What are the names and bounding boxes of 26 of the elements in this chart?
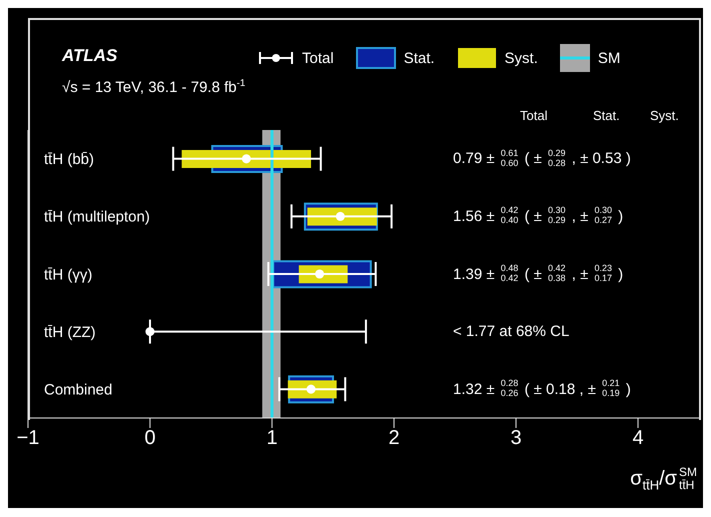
point bbox=[306, 384, 316, 394]
legend-label: SM bbox=[598, 50, 620, 66]
legend-label: Stat. bbox=[404, 50, 435, 66]
x-tick-label: 0 bbox=[144, 427, 156, 450]
legend-label: Syst. bbox=[504, 50, 538, 66]
x-tick-label: 3 bbox=[510, 427, 522, 450]
x-tick-label: 2 bbox=[388, 427, 400, 450]
text: Total bbox=[520, 108, 548, 123]
point bbox=[336, 212, 345, 221]
point bbox=[315, 269, 324, 279]
y-tick-label: tt̄H (ZZ) bbox=[44, 324, 96, 341]
point bbox=[145, 327, 155, 336]
point bbox=[242, 154, 251, 164]
x-tick-label: −1 bbox=[16, 427, 40, 450]
y-tick-label: Combined bbox=[44, 382, 112, 399]
annotation: < 1.77 at 68% CL bbox=[453, 323, 570, 340]
y-tick-label: tt̄H (γγ) bbox=[44, 266, 92, 284]
text: Syst. bbox=[650, 108, 679, 123]
chart-subtitle: √s = 13 TeV, 36.1 - 79.8 fb$^{-1}$ bbox=[62, 78, 246, 96]
legend-label: Total bbox=[302, 50, 334, 66]
y-tick-label: tt̄H (bb̄) bbox=[44, 151, 94, 168]
chart-title: ATLAS bbox=[62, 46, 118, 66]
x-tick-label: 4 bbox=[632, 427, 644, 450]
y-tick-label: tt̄H (multilepton) bbox=[44, 208, 150, 226]
text: Stat. bbox=[593, 108, 620, 123]
x-tick-label: 1 bbox=[266, 427, 278, 450]
